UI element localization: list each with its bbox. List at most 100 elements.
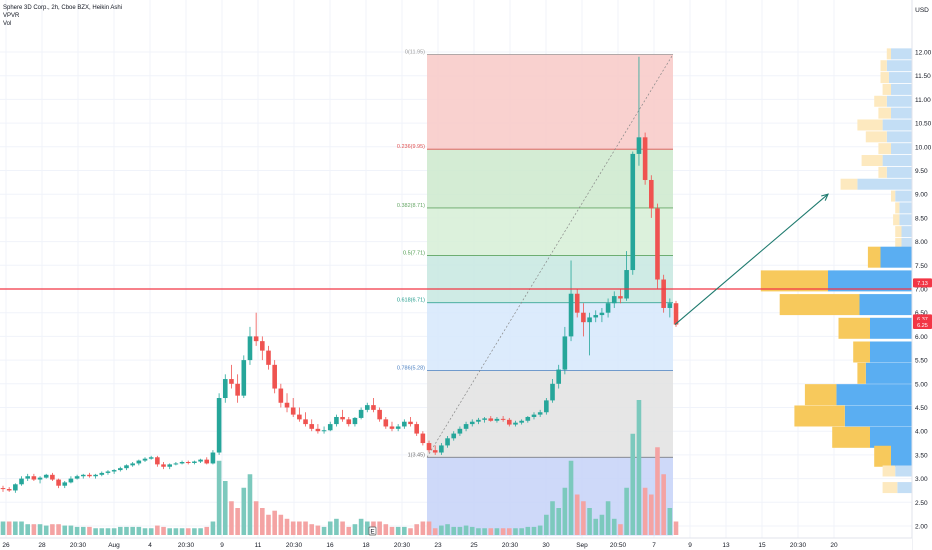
volume-bar [618,524,623,535]
time-tick-label: 28 [38,542,46,549]
time-tick-label: 20:30 [502,542,519,549]
indicator-vpvr-label[interactable]: VPVR [3,13,20,19]
candle-body [389,426,395,429]
candle-body [161,464,166,467]
volume-bar [488,528,494,535]
candle-body [346,419,352,425]
price-tick-label: 10.00 [915,144,932,151]
time-tick-label: 9 [688,542,692,549]
candle-body [148,457,154,459]
candle-body [352,417,358,425]
time-tick-label: 20:30 [394,542,411,549]
vp-bar-up [901,226,912,238]
candle-body [482,418,487,420]
time-tick-label: 30 [542,542,550,549]
volume-bar [377,521,382,535]
volume-bar [253,501,259,535]
fib-level-label: 0.786(5.28) [397,366,425,372]
price-tick-label: 6.50 [915,310,928,317]
vp-bar-up [897,482,912,494]
volume-bar [185,528,191,535]
time-tick-label: 26 [2,542,10,549]
candle-body [605,303,611,313]
candle-body [469,421,475,425]
vp-bar-down [882,482,898,494]
candle-body [587,317,592,323]
earnings-marker-box [368,526,377,536]
time-tick-label: Sep [576,542,588,549]
price-tick-label: 12.00 [915,50,932,57]
vp-bar-up [870,426,912,448]
vp-bar-down [865,131,887,143]
volume-bar [624,487,629,535]
price-tick-label: 6.00 [915,334,928,341]
candle-body [179,462,185,464]
candle-body [334,416,339,425]
fib-level-label: 0(11.95) [405,49,425,55]
volume-bar [124,526,129,535]
time-tick-label: 11 [255,542,262,549]
candle-body [636,137,642,154]
candle-body [118,468,123,471]
vp-bar-down [779,294,860,316]
candle-body [420,433,426,444]
volume-bar [395,526,401,535]
price-tick-label: 2.00 [915,524,928,531]
volume-bars [0,400,679,535]
candle-body [235,383,240,396]
candle-body [216,398,222,453]
volume-bar [260,508,265,535]
volume-bar [247,474,253,535]
volume-bar [408,528,413,535]
vp-bar-up [844,405,912,427]
candle-body [618,296,623,299]
volume-bar [451,526,457,535]
volume-bar [25,524,30,535]
volume-bar [544,514,549,535]
price-tick-label: 8.50 [915,215,928,222]
volume-bar [136,526,142,535]
candle-body [124,465,129,469]
candle-body [6,489,12,491]
vp-bar-up [886,60,912,72]
indicator-vol-label[interactable]: Vol [3,21,12,27]
volume-bar [210,521,216,535]
vp-bar-up [891,445,912,467]
volume-bar [593,518,599,535]
candle-body [581,312,586,323]
volume-bar [581,501,586,535]
fib-zone [427,457,673,536]
volume-bar [463,525,469,535]
candle-body [611,296,617,304]
volume-bar [179,528,185,535]
fib-level-label: 0.382(8.71) [397,203,425,209]
candle-body [62,482,68,486]
volume-bar [550,501,555,535]
volume-bar [352,524,358,535]
volume-bar [364,521,370,535]
volume-bar [556,508,561,535]
candle-body [593,315,599,318]
candle-body [80,474,86,477]
vp-bar-up [882,119,912,131]
price-axis: USD 12.00 11.50 11.00 10.50 10.00 9.50 9.00 8.50… [911,0,932,550]
candle-body [93,474,98,477]
volume-bar [99,528,105,535]
vp-bar-up [836,384,912,406]
candle-body [506,419,512,425]
time-tick-label: 7 [652,542,656,549]
volume-bar [605,501,611,535]
candle-body [253,336,259,342]
vp-bar-up [870,317,912,339]
fib-level-label: 0.5(7.71) [403,250,425,256]
candle-body [68,478,74,483]
volume-bar [74,526,80,535]
candle-body [476,419,481,422]
volume-bar [562,487,568,535]
candle-body [358,409,364,418]
volume-bar [568,460,574,535]
candle-body [525,416,531,421]
vp-bar-up [899,202,912,214]
volume-bar [216,460,222,535]
